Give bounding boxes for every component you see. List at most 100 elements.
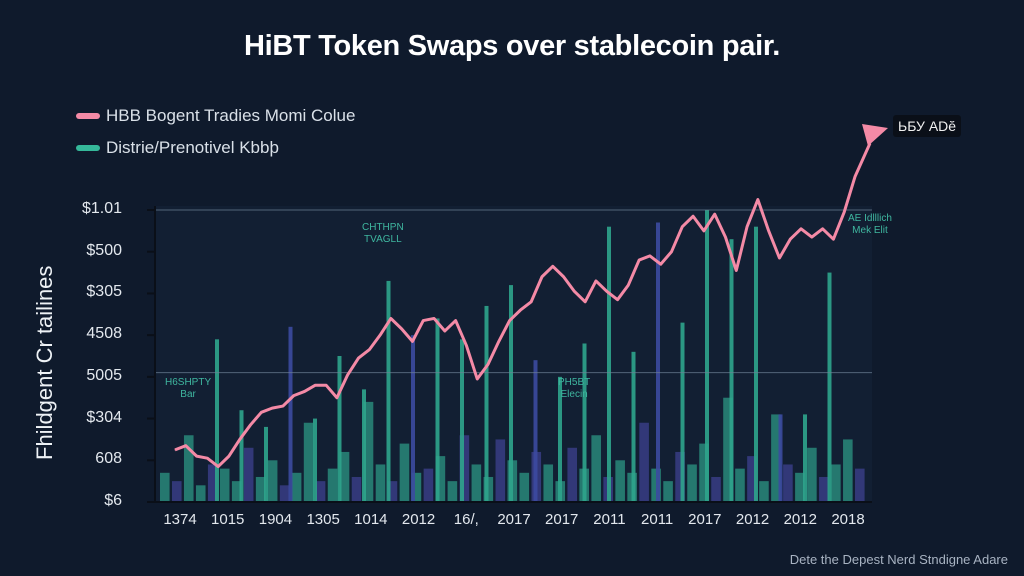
bar-stem xyxy=(288,326,293,502)
line-point xyxy=(185,445,187,447)
line-point xyxy=(854,176,856,178)
line-point xyxy=(724,236,726,238)
bar xyxy=(207,464,218,502)
bar xyxy=(387,481,398,502)
bar-stem xyxy=(656,222,660,502)
annotation: H6SHPTY Bar xyxy=(165,377,212,400)
line-point xyxy=(476,378,478,380)
legend: HBB Bogent Tradies Momi Colue Distrie/Pr… xyxy=(76,100,355,164)
x-tick-label: 2012 xyxy=(783,511,817,528)
bar-stem xyxy=(582,343,587,502)
bar xyxy=(447,481,458,502)
legend-item-line: HBB Bogent Tradies Momi Colue xyxy=(76,100,355,132)
line-point xyxy=(811,236,813,238)
bar xyxy=(675,451,685,502)
bar xyxy=(819,476,829,502)
x-tick-label: 2011 xyxy=(641,511,674,528)
annotation: PH5BT Elecin xyxy=(558,377,591,400)
line-point xyxy=(541,276,543,278)
line-point xyxy=(239,438,241,440)
line-point xyxy=(411,340,413,342)
line-point xyxy=(660,263,662,265)
line-point xyxy=(778,257,780,259)
x-tick-label: 2017 xyxy=(688,511,722,528)
x-tick-label: 1374 xyxy=(163,511,197,528)
bar xyxy=(423,468,434,502)
line-point xyxy=(606,290,608,292)
x-tick-label: 1015 xyxy=(211,511,245,528)
legend-swatch-teal xyxy=(76,145,100,151)
x-tick-label: 1904 xyxy=(258,511,293,528)
line-point xyxy=(465,345,467,347)
bar xyxy=(339,451,350,502)
bar xyxy=(771,414,781,502)
bar xyxy=(855,468,865,502)
line-point xyxy=(627,284,629,286)
bar xyxy=(471,464,482,502)
line-point xyxy=(487,363,489,365)
bar-stem xyxy=(362,389,366,502)
legend-item-bars: Distrie/Prenotivel Kbbþ xyxy=(76,132,355,164)
bar xyxy=(687,464,697,502)
plot-background xyxy=(155,206,872,502)
bar xyxy=(327,468,338,502)
line-point xyxy=(519,309,521,311)
bar xyxy=(783,464,793,502)
bar xyxy=(711,476,721,502)
x-tick-label: 1014 xyxy=(354,511,388,528)
bar-stem xyxy=(607,226,611,502)
bar-stem xyxy=(558,376,562,502)
bar xyxy=(399,443,410,502)
bar-stem xyxy=(313,418,317,502)
bar xyxy=(459,435,470,502)
bar xyxy=(639,422,649,502)
bar xyxy=(495,439,506,502)
legend-label: HBB Bogent Tradies Momi Colue xyxy=(106,106,356,125)
bar-stem xyxy=(778,414,783,502)
bar-stem xyxy=(386,280,391,502)
bar xyxy=(519,472,530,502)
bar xyxy=(231,481,242,502)
arrow-callout: ЬБУ ADĕ xyxy=(893,115,962,137)
y-tick-label: 4508 xyxy=(86,325,122,343)
bar xyxy=(243,447,254,502)
bar-stem xyxy=(705,210,709,502)
y-tick-label: $304 xyxy=(86,408,122,426)
line-point xyxy=(314,384,316,386)
bar-stem xyxy=(729,239,734,502)
bar-stem xyxy=(754,226,758,502)
line-point xyxy=(455,320,457,322)
x-tick-label: 16/, xyxy=(453,511,479,528)
bar-stem xyxy=(631,351,636,502)
x-tick-label: 1305 xyxy=(306,511,340,528)
bar xyxy=(807,447,817,502)
line-point xyxy=(401,328,403,330)
y-tick-label: $500 xyxy=(86,241,122,259)
line-point xyxy=(250,424,252,426)
line-point xyxy=(390,317,392,319)
line-point xyxy=(617,299,619,301)
bar xyxy=(160,472,170,502)
bar-stem xyxy=(484,305,489,502)
bar xyxy=(411,472,422,502)
line-point xyxy=(347,374,349,376)
arrow-head-icon xyxy=(862,124,888,146)
line-point xyxy=(768,230,770,232)
bar xyxy=(171,481,182,502)
line-point xyxy=(692,215,694,217)
x-tick-label: 2011 xyxy=(593,511,626,528)
bar-stem xyxy=(680,322,685,502)
line-point xyxy=(822,228,824,230)
x-tick-label: 2012 xyxy=(401,511,436,528)
line-point xyxy=(260,411,262,413)
line-point xyxy=(271,407,273,409)
legend-label: Distrie/Prenotivel Kbbþ xyxy=(106,138,279,157)
line-point xyxy=(573,290,575,292)
bar-stem xyxy=(827,272,832,502)
line-point xyxy=(498,340,500,342)
y-tick-label: 608 xyxy=(95,450,122,468)
bar-stem xyxy=(337,356,342,502)
line-point xyxy=(282,405,284,407)
line-point xyxy=(368,349,370,351)
